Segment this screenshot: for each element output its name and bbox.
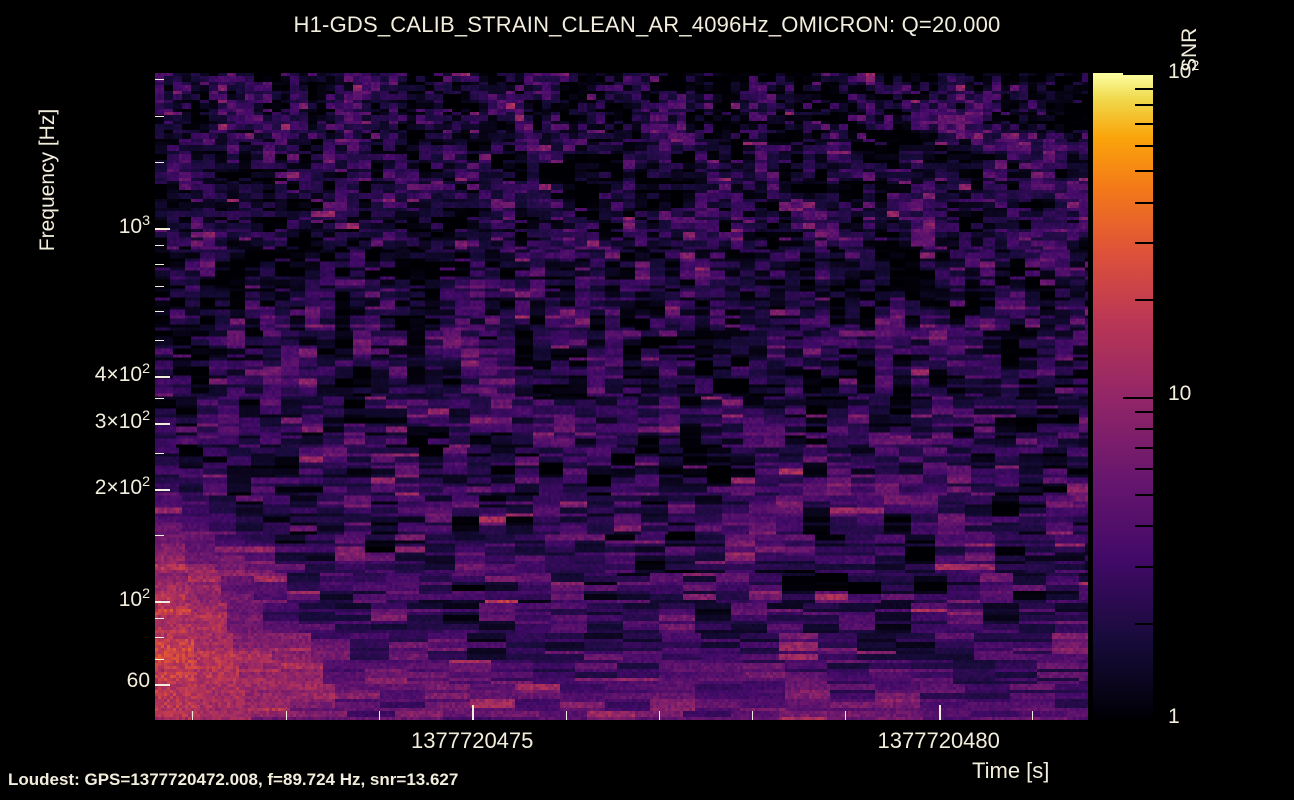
colorbar-tick-mark-minor bbox=[1135, 104, 1153, 106]
y-tick-label: 103 bbox=[118, 212, 150, 238]
colorbar-tick-mark-minor bbox=[1135, 494, 1153, 496]
y-tick-mark-minor bbox=[155, 340, 164, 341]
x-tick-mark bbox=[472, 705, 474, 720]
colorbar-tick-mark bbox=[1123, 397, 1153, 399]
colorbar-tick-mark-minor bbox=[1135, 428, 1153, 430]
colorbar-tick-mark-minor bbox=[1135, 566, 1153, 568]
x-tick-mark-minor bbox=[192, 711, 193, 720]
y-tick-mark-minor bbox=[155, 659, 164, 660]
y-tick-mark-minor bbox=[155, 618, 164, 619]
spectrogram-image bbox=[155, 73, 1088, 720]
y-tick-mark bbox=[155, 489, 170, 491]
x-tick-mark bbox=[939, 705, 941, 720]
y-tick-mark-minor bbox=[155, 398, 164, 399]
colorbar-tick-mark bbox=[1123, 73, 1153, 75]
y-tick-mark-minor bbox=[155, 535, 164, 536]
colorbar-tick-mark-minor bbox=[1135, 411, 1153, 413]
x-tick-mark-minor bbox=[752, 711, 753, 720]
y-tick-label: 60 bbox=[126, 668, 150, 692]
y-tick-mark bbox=[155, 423, 170, 425]
colorbar-tick-mark-minor bbox=[1135, 123, 1153, 125]
y-tick-mark-minor bbox=[155, 245, 164, 246]
y-tick-label: 3×102 bbox=[94, 407, 150, 433]
y-tick-mark bbox=[155, 684, 170, 686]
colorbar bbox=[1093, 73, 1153, 720]
colorbar-title: SNR bbox=[1178, 27, 1201, 72]
y-tick-label: 102 bbox=[118, 586, 150, 612]
colorbar-tick-label: 102 bbox=[1168, 58, 1200, 83]
x-axis-title: Time [s] bbox=[972, 758, 1050, 783]
colorbar-tick-mark bbox=[1123, 718, 1153, 720]
x-tick-mark-minor bbox=[845, 711, 846, 720]
x-tick-mark-minor bbox=[659, 711, 660, 720]
y-tick-mark bbox=[155, 376, 170, 378]
x-tick-mark-minor bbox=[566, 711, 567, 720]
colorbar-tick-mark-minor bbox=[1135, 145, 1153, 147]
y-tick-label: 2×102 bbox=[94, 473, 150, 499]
colorbar-gradient bbox=[1093, 73, 1153, 720]
y-tick-mark-minor bbox=[155, 264, 164, 265]
x-tick-label: 1377720475 bbox=[411, 728, 534, 753]
spectrogram-plot-area bbox=[155, 73, 1088, 720]
colorbar-tick-label: 10 bbox=[1168, 381, 1192, 405]
y-tick-mark-minor bbox=[155, 453, 164, 454]
colorbar-tick-label: 1 bbox=[1168, 705, 1180, 728]
y-tick-mark-minor bbox=[155, 311, 164, 312]
x-tick-label: 1377720480 bbox=[877, 728, 1000, 753]
colorbar-tick-mark-minor bbox=[1135, 468, 1153, 470]
colorbar-tick-mark-minor bbox=[1135, 299, 1153, 301]
colorbar-tick-mark-minor bbox=[1135, 202, 1153, 204]
y-axis-tick-labels: 103 4×102 3×102 2×102 102 60 bbox=[0, 0, 150, 800]
x-tick-mark-minor bbox=[379, 711, 380, 720]
loudest-event-info: Loudest: GPS=1377720472.008, f=89.724 Hz… bbox=[8, 770, 459, 789]
colorbar-tick-mark-minor bbox=[1135, 623, 1153, 625]
y-tick-label: 4×102 bbox=[94, 361, 150, 387]
y-tick-mark-minor bbox=[155, 286, 164, 287]
page-title: H1-GDS_CALIB_STRAIN_CLEAN_AR_4096Hz_OMIC… bbox=[293, 12, 1001, 37]
colorbar-tick-mark-minor bbox=[1135, 447, 1153, 449]
y-tick-mark bbox=[155, 228, 170, 230]
y-tick-mark-minor bbox=[155, 162, 164, 163]
colorbar-tick-mark-minor bbox=[1135, 88, 1153, 90]
y-tick-mark-minor bbox=[155, 637, 164, 638]
y-tick-mark-minor bbox=[155, 79, 164, 80]
colorbar-tick-mark-minor bbox=[1135, 242, 1153, 244]
y-tick-mark bbox=[155, 601, 170, 603]
colorbar-tick-mark-minor bbox=[1135, 525, 1153, 527]
x-tick-mark-minor bbox=[1032, 711, 1033, 720]
x-tick-mark-minor bbox=[286, 711, 287, 720]
y-tick-mark-minor bbox=[155, 116, 164, 117]
colorbar-tick-mark-minor bbox=[1135, 170, 1153, 172]
